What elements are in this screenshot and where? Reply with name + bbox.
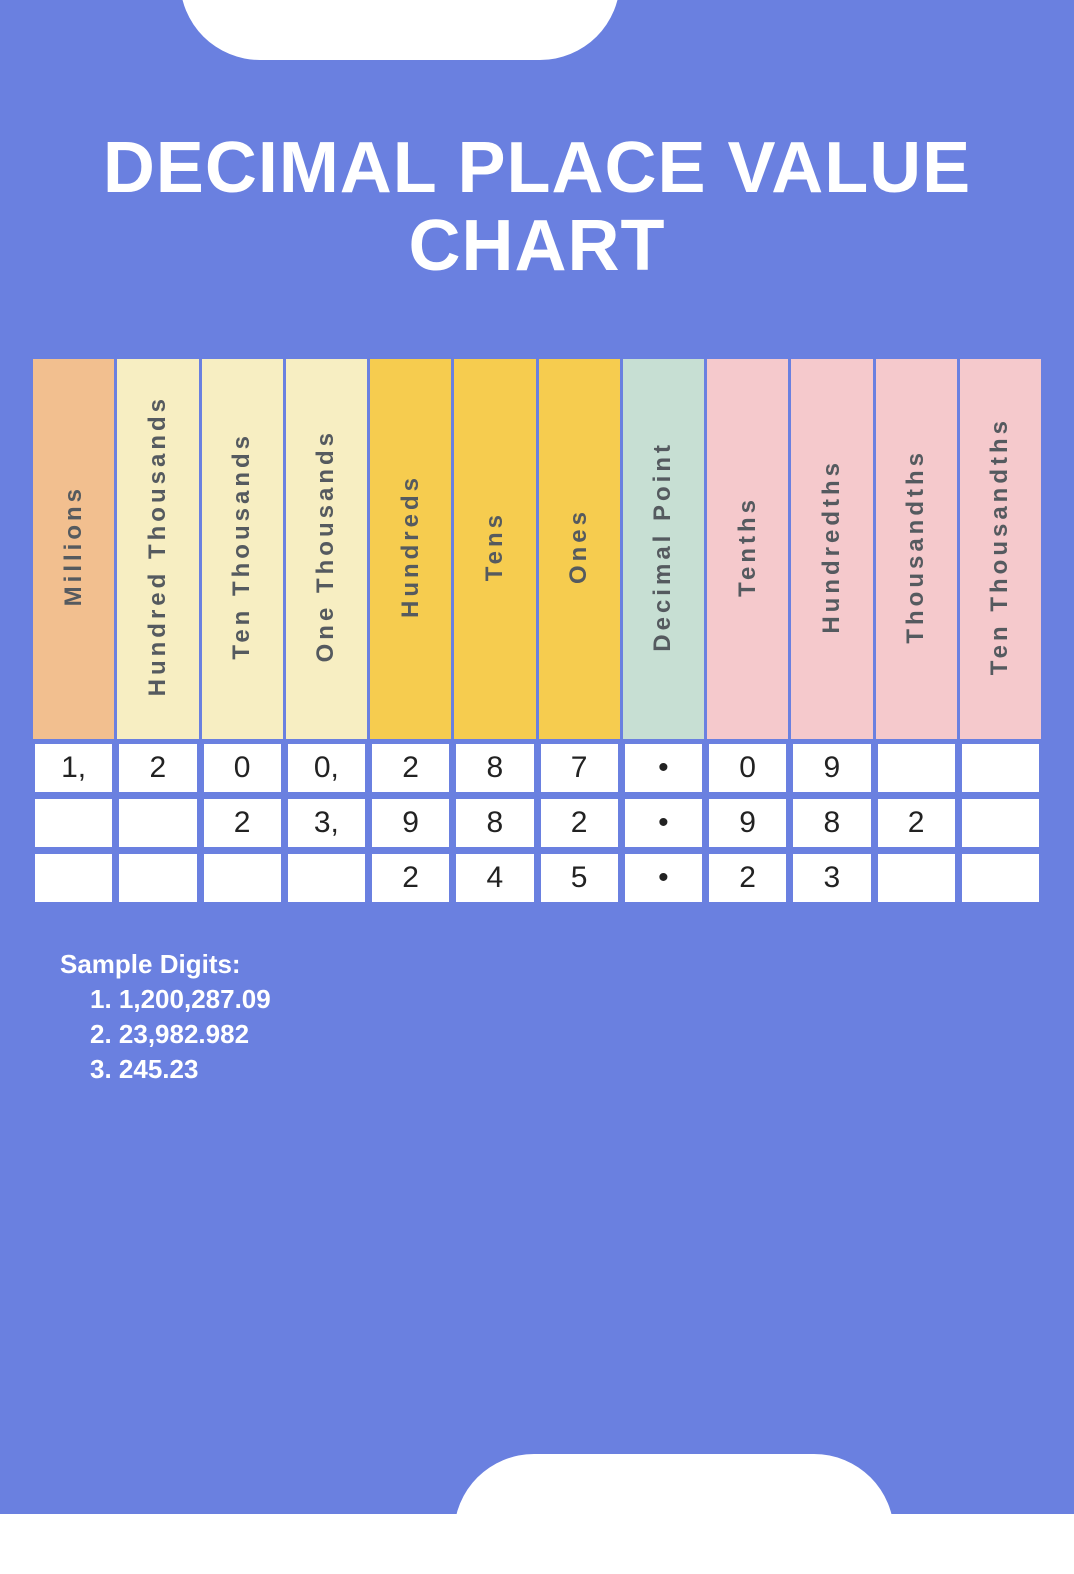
column-label: Ten Thousandths xyxy=(986,417,1014,675)
table-cell: 2 xyxy=(370,852,451,904)
table-cell: 2 xyxy=(539,797,620,849)
table-cell: 1, xyxy=(33,742,114,794)
table-cell: • xyxy=(623,852,704,904)
table-cell xyxy=(117,797,198,849)
table-cell xyxy=(876,852,957,904)
table-cell: 7 xyxy=(539,742,620,794)
column-header: Ones xyxy=(539,359,620,739)
column-label: Ones xyxy=(565,508,593,584)
table-cell: 2 xyxy=(370,742,451,794)
column-header: Hundreds xyxy=(370,359,451,739)
column-label: Tens xyxy=(481,511,509,581)
table-cell xyxy=(117,852,198,904)
column-label: Decimal Point xyxy=(649,441,677,652)
column-header: One Thousands xyxy=(286,359,367,739)
table-cell: 3 xyxy=(791,852,872,904)
sample-item: 3. 245.23 xyxy=(60,1052,1074,1087)
column-label: Hundreds xyxy=(397,474,425,618)
column-label: Thousandths xyxy=(902,449,930,644)
page: DECIMAL PLACE VALUE CHART MillionsHundre… xyxy=(0,0,1074,1514)
column-label: Hundredths xyxy=(818,459,846,634)
table-cell: 9 xyxy=(370,797,451,849)
notch-top xyxy=(180,0,620,60)
column-header: Hundred Thousands xyxy=(117,359,198,739)
column-header: Hundredths xyxy=(791,359,872,739)
table-cell: • xyxy=(623,797,704,849)
place-value-table: Millions Hundred Thousands Ten Thousands On… xyxy=(30,356,1044,907)
table-cell xyxy=(960,797,1041,849)
table-cell: 9 xyxy=(791,742,872,794)
sample-item: 2. 23,982.982 xyxy=(60,1017,1074,1052)
table-row: 245•23 xyxy=(33,852,1041,904)
table-cell: 2 xyxy=(707,852,788,904)
table-cell: 8 xyxy=(454,742,535,794)
sample-digits: Sample Digits: 1. 1,200,287.09 2. 23,982… xyxy=(60,947,1074,1087)
table-cell xyxy=(33,797,114,849)
column-label: Tenths xyxy=(734,496,762,597)
header-row: Millions Hundred Thousands Ten Thousands On… xyxy=(33,359,1041,739)
table-cell: 4 xyxy=(454,852,535,904)
table-cell xyxy=(286,852,367,904)
sample-item: 1. 1,200,287.09 xyxy=(60,982,1074,1017)
column-label: Hundred Thousands xyxy=(144,395,172,696)
column-label: Millions xyxy=(60,485,88,606)
column-header: Millions xyxy=(33,359,114,739)
column-header: Thousandths xyxy=(876,359,957,739)
table-cell: 0, xyxy=(286,742,367,794)
notch-bottom xyxy=(454,1454,894,1574)
column-header: Ten Thousandths xyxy=(960,359,1041,739)
table-cell: 0 xyxy=(707,742,788,794)
table-cell xyxy=(960,852,1041,904)
table-cell: 2 xyxy=(117,742,198,794)
table-cell: 0 xyxy=(202,742,283,794)
table-cell: 9 xyxy=(707,797,788,849)
table-row: 1,200,287•09 xyxy=(33,742,1041,794)
column-label: Ten Thousands xyxy=(228,432,256,660)
table-cell: 5 xyxy=(539,852,620,904)
table-cell: 2 xyxy=(876,797,957,849)
table-cell xyxy=(202,852,283,904)
table-cell: 8 xyxy=(454,797,535,849)
table-cell xyxy=(960,742,1041,794)
column-header: Ten Thousands xyxy=(202,359,283,739)
column-header: Tenths xyxy=(707,359,788,739)
place-value-table-wrap: Millions Hundred Thousands Ten Thousands On… xyxy=(30,356,1044,907)
table-cell: 3, xyxy=(286,797,367,849)
column-header: Tens xyxy=(454,359,535,739)
table-cell: • xyxy=(623,742,704,794)
table-cell: 8 xyxy=(791,797,872,849)
column-header: Decimal Point xyxy=(623,359,704,739)
table-row: 23,982•982 xyxy=(33,797,1041,849)
column-label: One Thousands xyxy=(312,429,340,662)
table-cell: 2 xyxy=(202,797,283,849)
table-cell xyxy=(876,742,957,794)
table-cell xyxy=(33,852,114,904)
samples-heading: Sample Digits: xyxy=(60,947,1074,982)
